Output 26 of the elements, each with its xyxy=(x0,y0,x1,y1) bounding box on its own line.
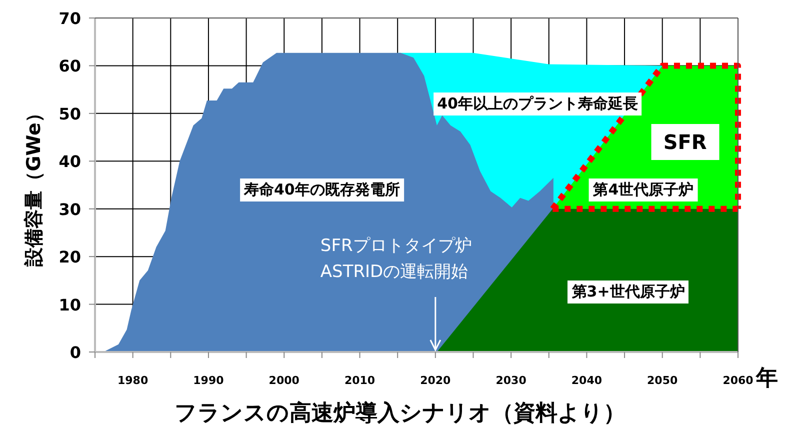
x-tick-label: 2010 xyxy=(344,374,376,387)
x-tick-label: 2020 xyxy=(420,374,452,387)
x-tick-label: 2040 xyxy=(571,374,602,387)
annotation: SFRプロトタイプ炉ASTRIDの運転開始 xyxy=(320,235,473,284)
annotation: SFR xyxy=(651,124,719,160)
series-label: 寿命40年の既存発電所 xyxy=(240,178,404,202)
x-axis-title: 年 xyxy=(756,365,778,393)
y-tick-label: 60 xyxy=(58,56,81,76)
y-tick-label: 20 xyxy=(58,248,81,267)
x-tick-label: 2030 xyxy=(496,374,527,387)
y-axis-title: 設備容量（GWe） xyxy=(23,104,45,268)
y-tick-label: 30 xyxy=(58,200,81,219)
y-tick-label: 70 xyxy=(58,9,81,28)
x-tick-label: 1980 xyxy=(118,374,148,387)
x-tick-label: 2050 xyxy=(647,374,678,387)
y-tick-label: 10 xyxy=(58,295,81,314)
series-label: 40年以上のプラント寿命延長 xyxy=(433,92,642,116)
y-tick-label: 0 xyxy=(70,343,81,362)
y-tick-label: 40 xyxy=(58,152,81,172)
x-tick-label: 2000 xyxy=(268,374,300,387)
series-label: 第4世代原子炉 xyxy=(589,178,698,202)
x-tick-label: 1990 xyxy=(193,374,224,387)
x-tick-label: 2060 xyxy=(722,374,754,387)
series-label: 第3+世代原子炉 xyxy=(568,280,689,304)
text: フランスの高速炉導入シナリオ（資料より） xyxy=(174,400,626,428)
y-tick-label: 50 xyxy=(58,104,81,124)
